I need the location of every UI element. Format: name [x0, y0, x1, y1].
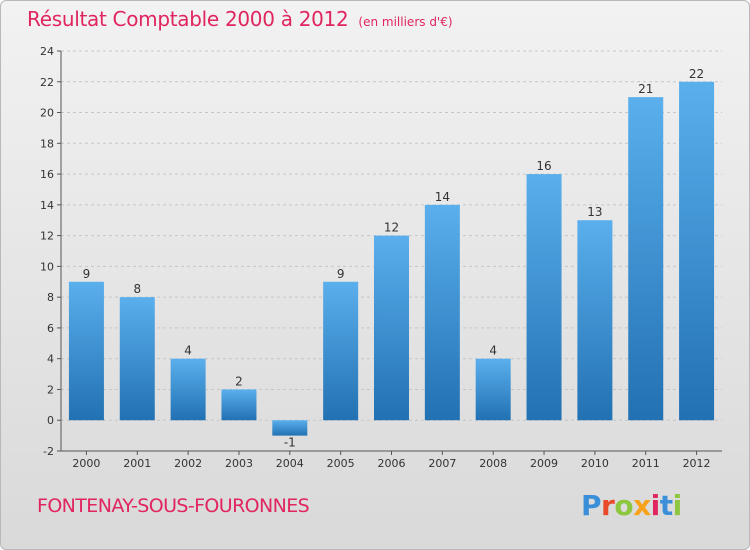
- x-tick-label: 2000: [72, 457, 100, 470]
- data-label-2000: 9: [83, 267, 91, 281]
- y-tick-label: 8: [47, 291, 54, 304]
- chart-title-main: Résultat Comptable 2000 à 2012: [27, 7, 349, 31]
- logo-letter: x: [633, 489, 651, 522]
- data-label-2010: 13: [587, 205, 602, 219]
- chart-title-unit: (en milliers d'€): [358, 15, 453, 29]
- logo-letter: i: [650, 489, 661, 522]
- data-labels: 9 8 4 2 -1 9 12 14 4 16 13 21 22: [83, 67, 705, 450]
- logo-letter: t: [659, 489, 673, 522]
- bar-2007: [424, 204, 460, 421]
- bar-2005: [323, 281, 359, 421]
- proxiti-logo: Proxiti: [581, 489, 682, 522]
- x-tick-label: 2005: [327, 457, 355, 470]
- x-tick-label: 2011: [632, 457, 660, 470]
- y-tick-label: 20: [40, 107, 54, 120]
- data-label-2008: 4: [489, 344, 497, 358]
- data-label-2001: 8: [133, 282, 141, 296]
- x-tick-label: 2006: [378, 457, 406, 470]
- city-name: FONTENAY-SOUS-FOURONNES: [37, 495, 310, 517]
- bar-2011: [628, 97, 664, 421]
- data-label-2003: 2: [235, 374, 243, 388]
- bar-2010: [577, 220, 613, 421]
- bar-2009: [526, 174, 562, 421]
- bar-2004: [272, 420, 308, 436]
- logo-letter: o: [614, 489, 634, 522]
- y-tick-label: 2: [47, 383, 54, 396]
- data-label-2012: 22: [689, 67, 704, 81]
- x-tick-label: 2004: [276, 457, 304, 470]
- x-tick-label: 2012: [683, 457, 711, 470]
- axes: [57, 50, 722, 455]
- y-tick-label: 24: [40, 45, 54, 58]
- data-label-2004: -1: [284, 436, 296, 450]
- y-tick-label: 18: [40, 137, 54, 150]
- y-tick-label: 4: [47, 353, 54, 366]
- x-tick-label: 2002: [174, 457, 202, 470]
- bar-2006: [374, 235, 409, 421]
- data-label-2006: 12: [384, 221, 399, 235]
- data-label-2009: 16: [536, 159, 551, 173]
- y-tick-label: 12: [40, 230, 54, 243]
- logo-letter: P: [581, 489, 602, 522]
- data-label-2011: 21: [638, 82, 653, 96]
- bar-2008: [475, 358, 511, 421]
- x-tick-label: 2008: [479, 457, 507, 470]
- x-tick-label: 2003: [225, 457, 253, 470]
- y-tick-label: 10: [40, 260, 54, 273]
- bar-2002: [170, 358, 206, 421]
- y-tick-label: 16: [40, 168, 54, 181]
- data-label-2007: 14: [435, 190, 450, 204]
- y-tick-label: 6: [47, 322, 54, 335]
- y-tick-label: 14: [40, 199, 54, 212]
- y-tick-label: 0: [47, 414, 54, 427]
- bar-2003: [221, 389, 257, 421]
- data-label-2005: 9: [337, 267, 345, 281]
- logo-letter: r: [601, 489, 615, 522]
- bar-2001: [119, 297, 155, 421]
- bar-2000: [68, 281, 104, 421]
- x-tick-labels: 2000 2001 2002 2003 2004 2005 2006 2007 2008 2009…: [72, 457, 710, 470]
- logo-letter: i: [672, 489, 683, 522]
- bar-2012: [679, 81, 715, 421]
- y-tick-label: -2: [43, 445, 54, 458]
- x-tick-label: 2007: [428, 457, 456, 470]
- x-tick-label: 2009: [530, 457, 558, 470]
- y-tick-label: 22: [40, 76, 54, 89]
- chart-title: Résultat Comptable 2000 à 2012 (en millie…: [27, 7, 453, 31]
- bars: [68, 81, 715, 436]
- x-tick-label: 2001: [123, 457, 151, 470]
- data-label-2002: 4: [184, 344, 192, 358]
- x-tick-label: 2010: [581, 457, 609, 470]
